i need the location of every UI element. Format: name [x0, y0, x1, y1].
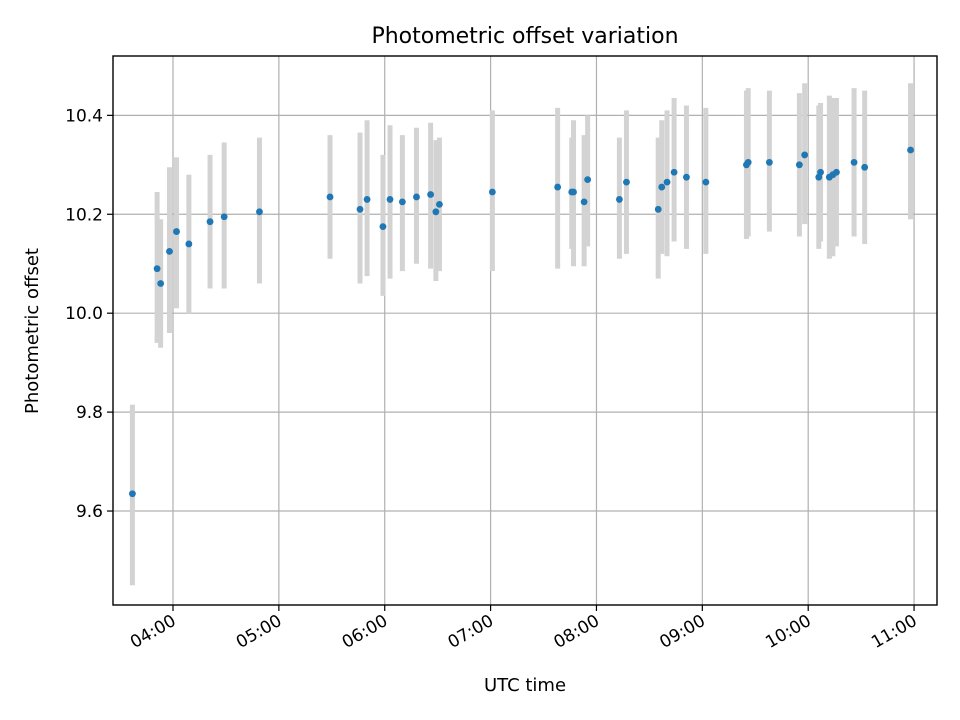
data-point — [398, 198, 406, 206]
y-axis-label: Photometric offset — [22, 248, 43, 414]
y-tick-label: 10.0 — [65, 304, 103, 324]
data-point — [166, 247, 173, 255]
data-point — [654, 205, 662, 213]
data-point — [206, 218, 214, 226]
plot-frame — [112, 55, 938, 606]
data-point — [157, 280, 165, 287]
data-point — [861, 163, 869, 171]
y-tick-label: 9.6 — [76, 502, 103, 522]
data-point — [427, 191, 435, 198]
data-point — [683, 173, 690, 181]
data-point — [702, 178, 710, 186]
data-point — [413, 193, 420, 201]
data-point — [817, 168, 824, 176]
data-point — [801, 151, 809, 159]
data-point — [907, 146, 914, 154]
data-point — [833, 168, 840, 176]
data-point — [326, 193, 334, 201]
data-point — [663, 178, 671, 186]
data-point — [129, 490, 136, 498]
y-tick-label: 9.8 — [76, 403, 103, 423]
data-point — [744, 158, 752, 166]
y-axis-ticks: 9.6 9.8 10.0 10.2 10.4 — [65, 106, 113, 522]
data-point — [580, 198, 588, 206]
data-point — [658, 183, 666, 191]
data-point — [173, 228, 180, 235]
chart-title: Photometric offset variation — [371, 24, 678, 49]
data-point — [436, 200, 443, 208]
data-point — [432, 208, 440, 216]
data-point — [363, 196, 371, 203]
data-point — [220, 213, 228, 221]
data-point — [185, 240, 193, 248]
data-point — [256, 208, 263, 216]
data-point — [670, 168, 678, 176]
data-points — [129, 146, 914, 498]
x-axis-label: UTC time — [484, 675, 566, 696]
data-point — [386, 196, 394, 203]
data-point — [153, 265, 161, 273]
data-point — [584, 176, 592, 184]
data-point — [488, 188, 496, 196]
data-point — [356, 205, 364, 213]
data-point — [554, 183, 562, 191]
data-point — [850, 158, 858, 166]
data-point — [615, 196, 623, 203]
data-point — [623, 178, 630, 186]
data-point — [379, 223, 387, 231]
data-point — [765, 158, 773, 166]
data-point — [570, 188, 577, 196]
y-tick-label: 10.2 — [65, 205, 103, 225]
data-point — [795, 161, 803, 169]
y-tick-label: 10.4 — [65, 106, 103, 126]
